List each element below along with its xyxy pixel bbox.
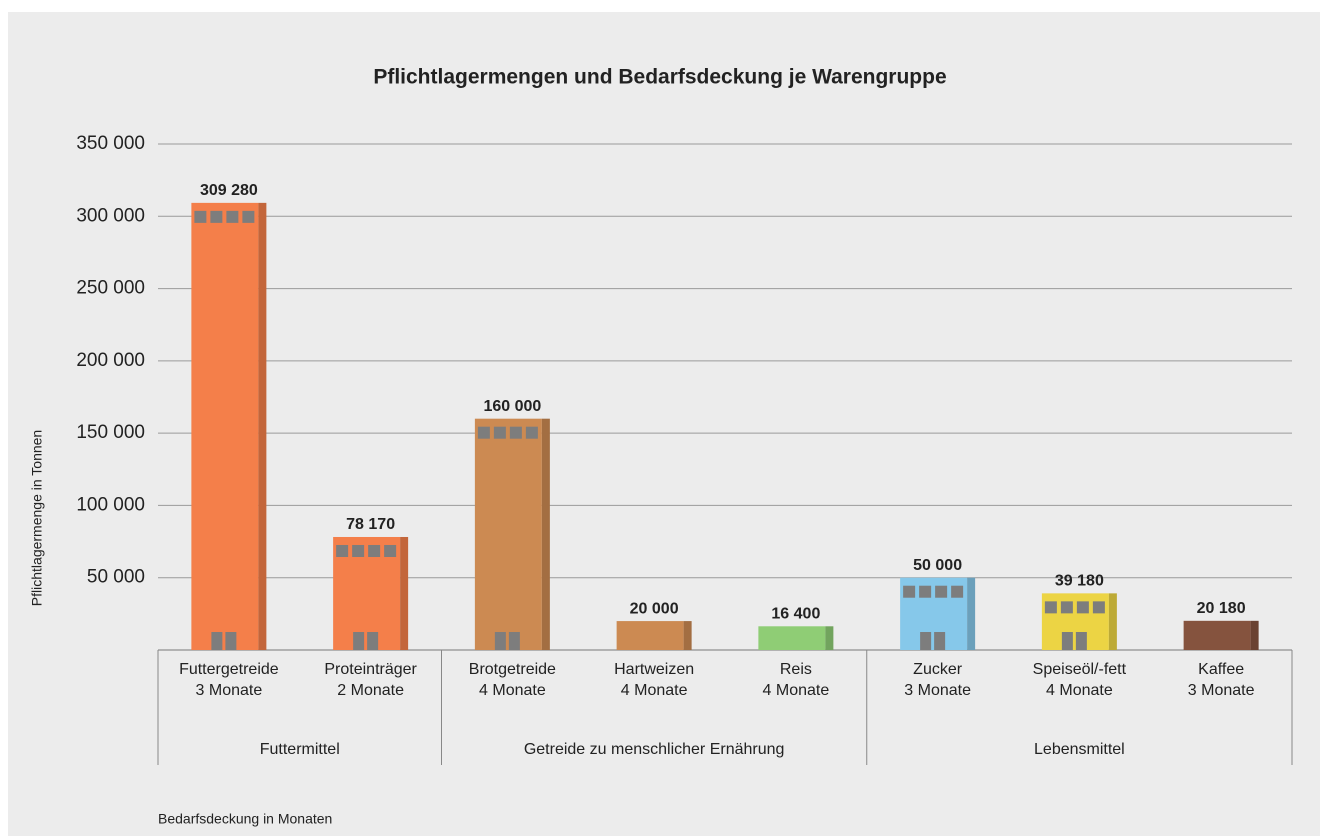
window [903, 586, 915, 598]
chart: Pflichtlagermengen und Bedarfsdeckung je… [0, 0, 1320, 836]
door [509, 632, 520, 650]
bar [1184, 621, 1251, 650]
window [1045, 601, 1057, 613]
x-tick-label: Speiseöl/-fett [1033, 661, 1127, 678]
door [367, 632, 378, 650]
value-label: 160 000 [483, 398, 541, 415]
window [1093, 601, 1105, 613]
y-tick-label: 150 000 [76, 422, 145, 443]
value-label: 39 180 [1055, 573, 1104, 590]
y-tick-label: 250 000 [76, 278, 145, 299]
group-label: Futtermittel [260, 741, 340, 758]
bar-side [684, 621, 692, 650]
y-axis-label: Pflichtlagermenge in Tonnen [29, 430, 45, 606]
group-label: Getreide zu menschlicher Ernährung [524, 741, 785, 758]
door [920, 632, 931, 650]
window [494, 427, 506, 439]
bar-side [258, 203, 266, 650]
door [211, 632, 222, 650]
bar-side [825, 626, 833, 650]
window [478, 427, 490, 439]
value-label: 309 280 [200, 182, 258, 199]
group-label: Lebensmittel [1034, 741, 1125, 758]
window [510, 427, 522, 439]
door [225, 632, 236, 650]
x-tick-sublabel: 2 Monate [337, 682, 404, 699]
x-tick-label: Futtergetreide [179, 661, 279, 678]
x-tick-sublabel: 3 Monate [196, 682, 263, 699]
y-tick-label: 100 000 [76, 494, 145, 515]
value-label: 16 400 [771, 606, 820, 623]
window [226, 211, 238, 223]
window [935, 586, 947, 598]
x-tick-sublabel: 3 Monate [904, 682, 971, 699]
chart-title: Pflichtlagermengen und Bedarfsdeckung je… [373, 66, 946, 89]
y-tick-label: 50 000 [87, 567, 145, 588]
x-tick-sublabel: 4 Monate [479, 682, 546, 699]
window [1077, 601, 1089, 613]
x-axis-label: Bedarfsdeckung in Monaten [158, 811, 332, 827]
x-tick-sublabel: 3 Monate [1188, 682, 1255, 699]
x-tick-label: Proteinträger [324, 661, 417, 678]
window [194, 211, 206, 223]
bar [475, 419, 542, 650]
bar-side [967, 578, 975, 650]
x-tick-label: Brotgetreide [469, 661, 556, 678]
bar-side [400, 537, 408, 650]
window [336, 545, 348, 557]
y-tick-label: 350 000 [76, 133, 145, 154]
window [1061, 601, 1073, 613]
y-tick-label: 300 000 [76, 205, 145, 226]
x-tick-sublabel: 4 Monate [621, 682, 688, 699]
door [1062, 632, 1073, 650]
bar [191, 203, 258, 650]
x-tick-label: Reis [780, 661, 812, 678]
window [384, 545, 396, 557]
x-tick-label: Kaffee [1198, 661, 1244, 678]
window [951, 586, 963, 598]
bar-side [1109, 593, 1117, 650]
y-tick-label: 200 000 [76, 350, 145, 371]
bar [758, 626, 825, 650]
window [368, 545, 380, 557]
value-label: 20 000 [630, 600, 679, 617]
window [242, 211, 254, 223]
door [934, 632, 945, 650]
x-tick-label: Zucker [913, 661, 963, 678]
window [210, 211, 222, 223]
window [526, 427, 538, 439]
bar-side [542, 419, 550, 650]
door [495, 632, 506, 650]
window [919, 586, 931, 598]
value-label: 50 000 [913, 557, 962, 574]
x-tick-label: Hartweizen [614, 661, 694, 678]
window [352, 545, 364, 557]
value-label: 20 180 [1197, 600, 1246, 617]
page: Pflichtlagermengen und Bedarfsdeckung je… [0, 0, 1320, 836]
x-tick-sublabel: 4 Monate [763, 682, 830, 699]
door [1076, 632, 1087, 650]
bar [617, 621, 684, 650]
value-label: 78 170 [346, 516, 395, 533]
x-tick-sublabel: 4 Monate [1046, 682, 1113, 699]
door [353, 632, 364, 650]
bar-side [1251, 621, 1259, 650]
